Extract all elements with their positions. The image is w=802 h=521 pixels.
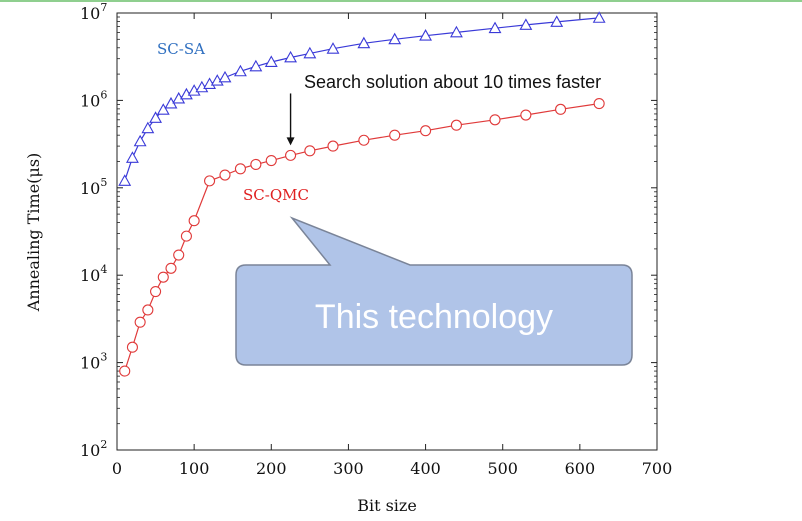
data-point-sc-sa <box>449 25 463 38</box>
data-point-sc-sa <box>233 64 247 77</box>
y-tick-label: 102 <box>80 438 107 460</box>
data-point-sc-sa <box>264 55 278 67</box>
data-point-sc-sa <box>550 15 564 27</box>
x-tick-label: 0 <box>112 459 122 478</box>
data-point-sc-qmc <box>389 129 401 141</box>
callout-text: This technology <box>315 298 553 336</box>
x-tick-label: 400 <box>410 459 441 478</box>
x-tick-label: 700 <box>642 459 673 478</box>
data-point-sc-sa <box>326 42 340 54</box>
faster-arrow <box>286 93 295 146</box>
data-point-sc-qmc <box>358 134 370 146</box>
data-point-sc-qmc <box>180 230 192 242</box>
data-point-sc-qmc <box>555 103 567 115</box>
data-point-sc-sa <box>388 32 402 45</box>
data-point-sc-qmc <box>126 341 138 353</box>
data-point-sc-qmc <box>450 119 462 131</box>
data-point-sc-qmc <box>165 262 177 274</box>
data-point-sc-sa <box>303 46 317 59</box>
data-point-sc-qmc <box>157 271 169 283</box>
data-point-sc-sa <box>218 70 232 83</box>
y-tick-label: 106 <box>80 88 107 110</box>
data-point-sc-qmc <box>142 304 154 316</box>
data-point-sc-sa <box>141 121 155 134</box>
x-tick-label: 500 <box>487 459 518 478</box>
data-point-sc-sa <box>125 151 139 163</box>
data-point-sc-sa <box>357 36 371 49</box>
data-point-sc-qmc <box>188 215 200 227</box>
y-tick-label: 105 <box>80 176 107 198</box>
data-point-sc-qmc <box>134 316 146 328</box>
y-tick-label: 107 <box>80 1 107 23</box>
arrow-annotation-text: Search solution about 10 times faster <box>304 72 601 92</box>
data-point-sc-qmc <box>489 114 501 126</box>
data-point-sc-qmc <box>327 140 339 152</box>
y-tick-label: 103 <box>80 351 107 373</box>
x-tick-label: 600 <box>565 459 596 478</box>
data-point-sc-qmc <box>304 145 316 157</box>
data-point-sc-qmc <box>173 249 185 261</box>
callout-bubble <box>235 216 633 366</box>
data-point-sc-qmc <box>150 286 162 298</box>
x-axis-label: Bit size <box>357 496 417 515</box>
data-point-sc-qmc <box>420 125 432 137</box>
data-point-sc-qmc <box>593 98 605 110</box>
data-point-sc-sa <box>284 50 298 63</box>
series-label-sc-sa: SC-SA <box>157 40 205 58</box>
y-tick-label: 104 <box>80 263 107 285</box>
data-point-sc-sa <box>249 59 263 72</box>
plot-frame <box>116 12 658 451</box>
series-layer <box>118 11 606 377</box>
data-point-sc-sa <box>149 111 163 123</box>
y-axis-label: Annealing Time(μs) <box>24 153 43 313</box>
data-point-sc-qmc <box>119 365 131 377</box>
data-point-sc-qmc <box>520 109 532 121</box>
x-tick-label: 300 <box>333 459 364 478</box>
data-point-sc-qmc <box>250 158 262 170</box>
series-label-sc-qmc: SC-QMC <box>243 186 309 204</box>
data-point-sc-qmc <box>285 149 297 161</box>
data-point-sc-sa <box>419 29 433 41</box>
x-tick-label: 200 <box>256 459 287 478</box>
x-tick-label: 100 <box>179 459 210 478</box>
arrow-head <box>286 137 295 146</box>
data-point-sc-qmc <box>234 163 246 175</box>
data-point-sc-sa <box>488 21 502 34</box>
data-point-sc-sa <box>156 103 170 115</box>
data-point-sc-qmc <box>204 175 216 187</box>
data-point-sc-qmc <box>219 169 231 181</box>
data-point-sc-qmc <box>265 155 277 167</box>
data-point-sc-sa <box>118 174 132 186</box>
data-point-sc-sa <box>133 134 147 147</box>
data-point-sc-sa <box>519 18 533 30</box>
data-point-sc-sa <box>592 11 606 23</box>
